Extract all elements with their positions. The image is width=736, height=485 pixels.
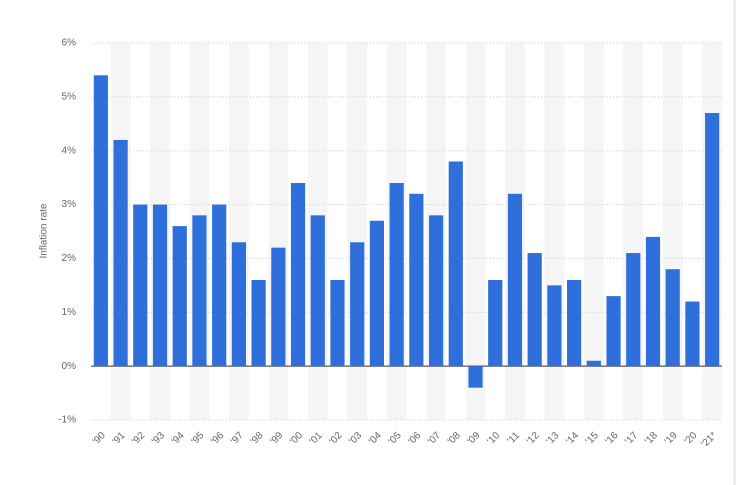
y-axis-label: Inflation rate — [39, 203, 50, 258]
bar — [586, 360, 601, 367]
bar — [507, 193, 523, 367]
y-tick-label: 5% — [62, 91, 77, 102]
edge — [733, 0, 736, 485]
y-tick-label: 0% — [62, 361, 77, 372]
bar — [705, 113, 720, 367]
bar — [409, 193, 424, 367]
bar — [93, 75, 108, 367]
bar — [113, 139, 128, 367]
bar — [290, 183, 306, 367]
bar — [448, 161, 463, 367]
bar — [606, 296, 621, 367]
y-tick-label: 4% — [62, 145, 77, 156]
y-tick-label: 2% — [62, 253, 77, 264]
bar — [330, 279, 345, 367]
bar — [271, 247, 286, 367]
column-band — [465, 43, 486, 420]
y-tick-label: 3% — [62, 199, 77, 210]
bar — [389, 183, 404, 367]
bar — [192, 215, 207, 367]
y-tick-label: 6% — [62, 38, 77, 49]
bar — [152, 204, 168, 367]
bar — [527, 253, 542, 367]
bar — [231, 242, 246, 367]
bar — [488, 279, 503, 367]
bar — [685, 301, 700, 367]
column-band — [583, 43, 604, 420]
bar — [665, 269, 680, 367]
bar — [310, 215, 325, 367]
bar — [468, 366, 483, 388]
bar — [212, 204, 227, 367]
bar — [547, 285, 562, 367]
bar — [133, 204, 148, 367]
bar — [645, 236, 661, 367]
bar — [369, 220, 385, 367]
bar — [626, 253, 641, 367]
bar — [350, 242, 365, 367]
bar — [172, 226, 187, 367]
bar — [428, 215, 444, 367]
y-tick-label: -1% — [58, 415, 76, 426]
bar — [251, 279, 266, 367]
bar — [567, 279, 582, 367]
y-tick-label: 1% — [62, 307, 77, 318]
